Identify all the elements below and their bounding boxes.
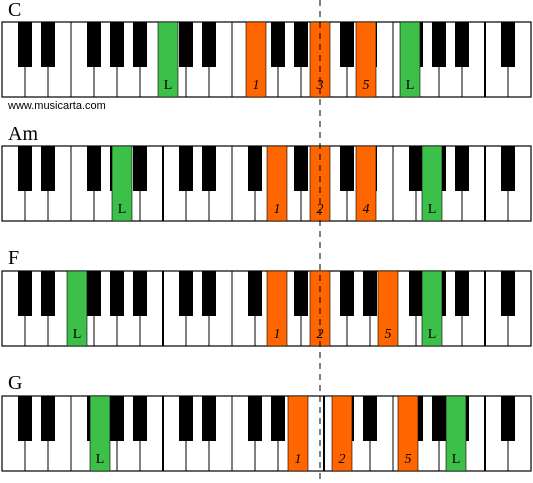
black-key bbox=[18, 22, 32, 67]
key-label: L bbox=[118, 202, 127, 217]
highlighted-key bbox=[331, 395, 353, 472]
highlighted-key bbox=[397, 395, 419, 472]
highlighted-key bbox=[355, 21, 377, 98]
highlighted-key bbox=[421, 145, 443, 222]
black-key bbox=[202, 146, 216, 191]
black-key bbox=[294, 22, 308, 67]
black-key bbox=[18, 146, 32, 191]
black-key bbox=[248, 146, 262, 191]
black-key bbox=[455, 271, 469, 316]
black-key bbox=[271, 22, 285, 67]
black-key bbox=[87, 22, 101, 67]
black-key bbox=[409, 146, 423, 191]
highlighted-key bbox=[445, 395, 467, 472]
black-key bbox=[363, 271, 377, 316]
highlighted-key bbox=[355, 145, 377, 222]
black-key bbox=[432, 396, 446, 441]
black-key bbox=[501, 146, 515, 191]
chord-name: C bbox=[8, 0, 21, 21]
watermark: www.musicarta.com bbox=[7, 100, 106, 112]
black-key bbox=[363, 396, 377, 441]
black-key bbox=[18, 271, 32, 316]
black-key bbox=[248, 396, 262, 441]
black-key bbox=[18, 396, 32, 441]
chord-name: G bbox=[8, 372, 22, 394]
black-key bbox=[294, 146, 308, 191]
key-label: L bbox=[73, 327, 82, 342]
highlighted-key bbox=[266, 270, 288, 347]
black-key bbox=[202, 396, 216, 441]
key-label: L bbox=[428, 327, 437, 342]
highlighted-key bbox=[287, 395, 309, 472]
highlighted-key bbox=[399, 21, 421, 98]
key-label: L bbox=[452, 452, 461, 467]
key-label: 3 bbox=[316, 78, 324, 93]
black-key bbox=[455, 146, 469, 191]
key-label: 1 bbox=[274, 202, 281, 217]
highlighted-key bbox=[266, 145, 288, 222]
black-key bbox=[179, 396, 193, 441]
key-label: L bbox=[406, 78, 415, 93]
black-key bbox=[455, 22, 469, 67]
highlighted-key bbox=[377, 270, 399, 347]
key-label: 1 bbox=[274, 327, 281, 342]
black-key bbox=[133, 271, 147, 316]
black-key bbox=[110, 396, 124, 441]
black-key bbox=[271, 396, 285, 441]
black-key bbox=[501, 271, 515, 316]
chord-name: F bbox=[8, 247, 19, 269]
black-key bbox=[41, 146, 55, 191]
black-key bbox=[179, 22, 193, 67]
black-key bbox=[133, 396, 147, 441]
black-key bbox=[432, 22, 446, 67]
key-label: 4 bbox=[363, 202, 370, 217]
black-key bbox=[133, 146, 147, 191]
black-key bbox=[409, 271, 423, 316]
key-label: 5 bbox=[385, 327, 392, 342]
key-label: L bbox=[428, 202, 437, 217]
black-key bbox=[248, 271, 262, 316]
black-key bbox=[41, 22, 55, 67]
black-key bbox=[202, 271, 216, 316]
highlighted-key bbox=[66, 270, 88, 347]
black-key bbox=[110, 22, 124, 67]
keyboard-frame bbox=[1, 145, 532, 222]
key-label: L bbox=[96, 452, 105, 467]
highlighted-key bbox=[421, 270, 443, 347]
key-label: 1 bbox=[295, 452, 302, 467]
key-label: 2 bbox=[339, 452, 346, 467]
black-key bbox=[340, 146, 354, 191]
key-label: 5 bbox=[405, 452, 412, 467]
black-key bbox=[87, 271, 101, 316]
black-key bbox=[340, 22, 354, 67]
key-label: 5 bbox=[363, 78, 370, 93]
black-key bbox=[87, 146, 101, 191]
key-label: 1 bbox=[253, 78, 260, 93]
black-key bbox=[179, 271, 193, 316]
black-key bbox=[340, 271, 354, 316]
black-key bbox=[179, 146, 193, 191]
black-key bbox=[294, 271, 308, 316]
key-label: L bbox=[164, 78, 173, 93]
black-key bbox=[41, 271, 55, 316]
black-key bbox=[41, 396, 55, 441]
highlighted-key bbox=[89, 395, 111, 472]
highlighted-key bbox=[157, 21, 179, 98]
highlighted-key bbox=[111, 145, 133, 222]
highlighted-key bbox=[245, 21, 267, 98]
chord-name: Am bbox=[8, 123, 38, 145]
black-key bbox=[133, 22, 147, 67]
black-key bbox=[110, 271, 124, 316]
keyboard-frame bbox=[1, 21, 532, 98]
black-key bbox=[501, 396, 515, 441]
black-key bbox=[202, 22, 216, 67]
black-key bbox=[501, 22, 515, 67]
